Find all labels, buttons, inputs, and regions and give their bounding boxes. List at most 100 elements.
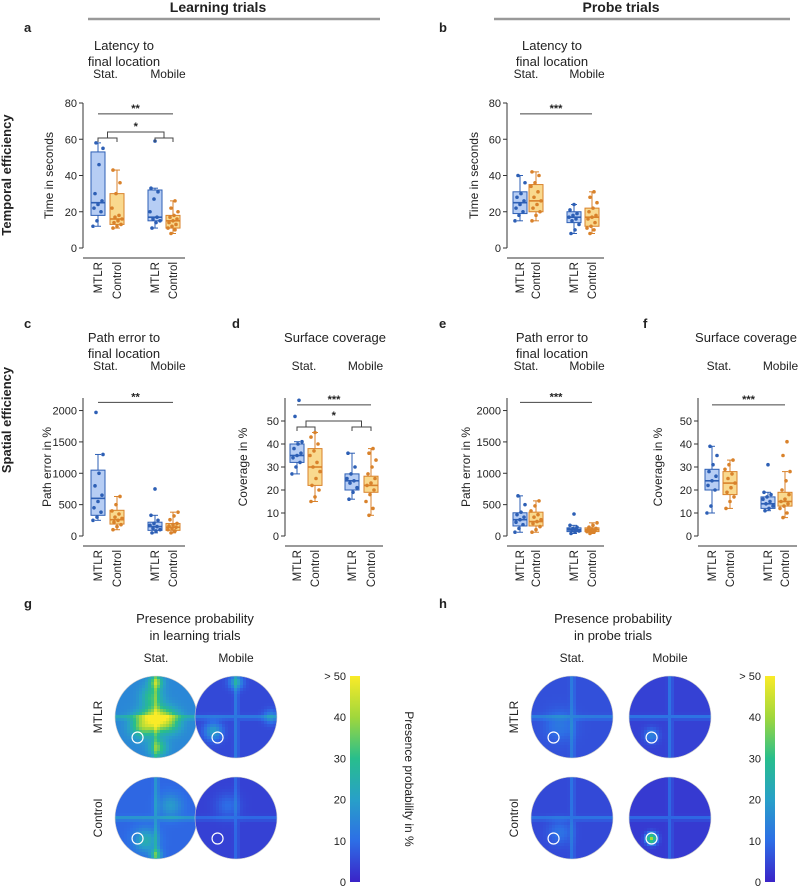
heat-cell bbox=[567, 798, 571, 802]
heat-cell bbox=[698, 706, 702, 710]
data-point bbox=[779, 499, 783, 504]
heat-cell bbox=[136, 685, 140, 689]
heat-cell bbox=[166, 700, 170, 704]
heat-cell bbox=[181, 742, 185, 746]
heat-cell bbox=[692, 733, 696, 737]
heat-cell bbox=[172, 831, 176, 835]
heat-cell bbox=[246, 843, 250, 847]
heat-cell bbox=[534, 801, 538, 805]
y-axis-label: Time in seconds bbox=[42, 132, 56, 219]
heat-cell bbox=[246, 682, 250, 686]
heat-cell bbox=[154, 780, 158, 784]
heat-cell bbox=[243, 739, 247, 743]
heat-cell bbox=[136, 807, 140, 811]
heat-cell bbox=[576, 816, 580, 820]
heat-cell bbox=[659, 742, 663, 746]
heat-cell bbox=[190, 700, 194, 704]
heat-cell bbox=[240, 715, 244, 719]
heat-cell bbox=[237, 807, 241, 811]
heat-cell bbox=[650, 736, 654, 740]
heat-cell bbox=[151, 789, 155, 793]
heat-cell bbox=[695, 745, 699, 749]
heat-cell bbox=[564, 742, 568, 746]
heat-cell bbox=[207, 801, 211, 805]
heat-cell bbox=[190, 733, 194, 737]
sig-label: ** bbox=[131, 103, 140, 115]
heat-cell bbox=[641, 745, 645, 749]
heat-cell bbox=[148, 855, 152, 859]
heat-cell bbox=[139, 843, 143, 847]
heat-cell bbox=[537, 715, 541, 719]
heat-cell bbox=[665, 700, 669, 704]
heat-cell bbox=[264, 721, 268, 725]
heat-cell bbox=[531, 721, 535, 725]
heat-cell bbox=[160, 706, 164, 710]
heat-cell bbox=[603, 715, 607, 719]
heat-cell bbox=[228, 798, 232, 802]
heat-cell bbox=[671, 700, 675, 704]
heat-cell bbox=[163, 837, 167, 841]
heat-cell bbox=[267, 742, 271, 746]
data-point bbox=[568, 208, 572, 212]
heat-cell bbox=[573, 715, 577, 719]
heat-cell bbox=[139, 828, 143, 832]
heat-cell bbox=[136, 697, 140, 701]
heat-cell bbox=[564, 780, 568, 784]
heat-cell bbox=[175, 798, 179, 802]
heat-cell bbox=[668, 724, 672, 728]
heat-cell bbox=[142, 700, 146, 704]
heat-cell bbox=[240, 751, 244, 755]
heat-cell bbox=[552, 810, 556, 814]
heat-cell bbox=[190, 810, 194, 814]
heat-cell bbox=[573, 745, 577, 749]
heat-cell bbox=[558, 703, 562, 707]
heat-cell bbox=[157, 742, 161, 746]
heat-cell bbox=[597, 742, 601, 746]
heat-cell bbox=[190, 703, 194, 707]
heat-cell bbox=[136, 712, 140, 716]
heat-cell bbox=[561, 807, 565, 811]
heat-cell bbox=[594, 810, 598, 814]
heat-cell bbox=[127, 709, 131, 713]
heat-cell bbox=[160, 754, 164, 758]
heat-cell bbox=[549, 733, 553, 737]
heat-cell bbox=[597, 801, 601, 805]
heat-cell bbox=[160, 676, 164, 680]
heat-cell bbox=[677, 724, 681, 728]
heat-cell bbox=[267, 801, 271, 805]
heat-cell bbox=[582, 709, 586, 713]
heat-cell bbox=[231, 688, 235, 692]
heat-cell bbox=[273, 828, 277, 832]
heat-cell bbox=[644, 691, 648, 695]
heat-cell bbox=[591, 837, 595, 841]
heat-cell bbox=[148, 852, 152, 856]
heat-cell bbox=[588, 736, 592, 740]
heat-cell bbox=[160, 777, 164, 781]
heat-cell bbox=[603, 816, 607, 820]
heat-cell bbox=[249, 712, 253, 716]
heat-cell bbox=[151, 751, 155, 755]
heat-cell bbox=[686, 724, 690, 728]
heat-cell bbox=[184, 792, 188, 796]
heat-cell bbox=[641, 709, 645, 713]
heat-cell bbox=[210, 822, 214, 826]
heat-cell bbox=[659, 697, 663, 701]
heat-cell bbox=[187, 825, 191, 829]
heat-cell bbox=[252, 795, 256, 799]
heat-cell bbox=[540, 724, 544, 728]
heat-cell bbox=[585, 748, 589, 752]
data-point bbox=[175, 217, 179, 221]
heat-cell bbox=[594, 789, 598, 793]
heat-cell bbox=[181, 810, 185, 814]
heat-cell bbox=[216, 727, 220, 731]
heat-cell bbox=[573, 828, 577, 832]
heat-cell bbox=[570, 712, 574, 716]
heat-cell bbox=[124, 834, 128, 838]
heat-cell bbox=[133, 700, 137, 704]
heat-cell bbox=[255, 739, 259, 743]
heat-cell bbox=[573, 703, 577, 707]
heat-cell bbox=[276, 807, 277, 811]
heat-cell bbox=[145, 849, 149, 853]
heat-cell bbox=[603, 831, 607, 835]
heat-cell bbox=[204, 709, 208, 713]
